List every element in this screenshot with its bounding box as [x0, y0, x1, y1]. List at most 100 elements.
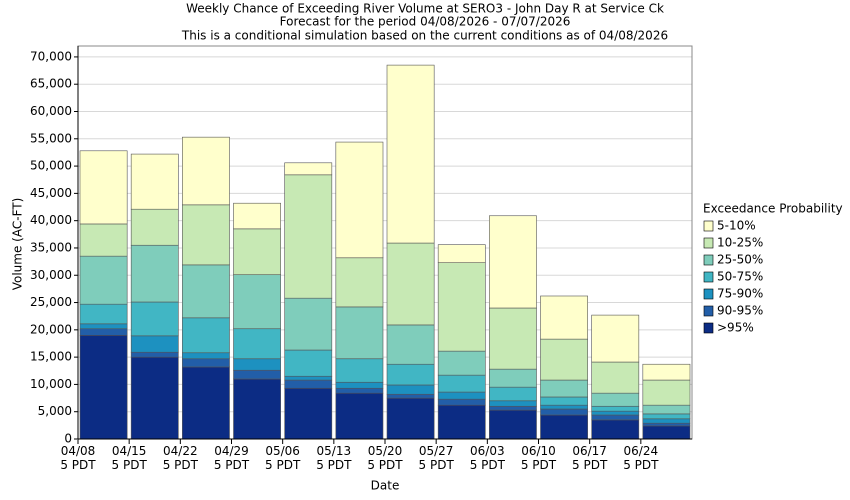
- bar-segment: [540, 396, 588, 406]
- x-tick-label: 05/13 5 PDT: [316, 444, 352, 472]
- bar-segment: [233, 274, 281, 330]
- y-tick-label: 50,000: [30, 159, 72, 173]
- y-tick-label: 35,000: [30, 240, 72, 254]
- legend-label: 5-10%: [717, 219, 756, 233]
- bar-segment: [489, 386, 537, 402]
- bar-segment: [335, 387, 384, 394]
- bar-segment: [591, 314, 640, 363]
- bar-segment: [79, 328, 128, 336]
- bar-segment: [182, 136, 230, 206]
- bar-segment: [233, 328, 281, 360]
- legend-label: 75-90%: [717, 287, 763, 301]
- bar-segment: [642, 425, 691, 440]
- legend-swatch: [703, 271, 714, 283]
- legend-swatch: [703, 220, 714, 232]
- bar-segment: [284, 375, 333, 381]
- bar-segment: [284, 297, 333, 351]
- bar-segment: [130, 356, 179, 440]
- x-tick-label: 04/29 5 PDT: [214, 444, 250, 472]
- bar-segment: [284, 349, 333, 377]
- bar-segment: [182, 352, 230, 360]
- bar-segment: [540, 408, 588, 416]
- bar-segment: [489, 215, 537, 309]
- legend-label: >95%: [717, 321, 754, 335]
- bar-segment: [130, 153, 179, 210]
- bar-segment: [386, 242, 435, 326]
- chart-title: Weekly Chance of Exceeding River Volume …: [186, 2, 664, 16]
- bar-segment: [284, 162, 333, 176]
- bar-segment: [130, 208, 179, 246]
- bar-segment: [591, 392, 640, 407]
- bar-segment: [130, 351, 179, 358]
- bar-segment: [182, 264, 230, 319]
- bar-segment: [540, 404, 588, 410]
- bar-segment: [335, 141, 384, 259]
- bar-segment: [540, 295, 588, 340]
- bar-segment: [489, 368, 537, 388]
- bar-segment: [284, 379, 333, 389]
- bar-segment: [335, 306, 384, 360]
- bar-segment: [540, 379, 588, 398]
- legend-label: 50-75%: [717, 270, 763, 284]
- bar-segment: [591, 410, 640, 416]
- bar-segment: [335, 392, 384, 440]
- bar-segment: [437, 262, 486, 352]
- bar-segment: [437, 350, 486, 376]
- bar-segment: [182, 317, 230, 354]
- y-tick-label: 60,000: [30, 104, 72, 118]
- chart-subtitle: This is a conditional simulation based o…: [181, 29, 668, 43]
- bar-segment: [642, 379, 691, 406]
- bar-segment: [130, 301, 179, 337]
- x-axis-label: Date: [371, 479, 400, 493]
- y-tick-label: 55,000: [30, 131, 72, 145]
- y-tick-label: 40,000: [30, 213, 72, 227]
- x-tick-label: 06/17 5 PDT: [572, 444, 608, 472]
- bar-segment: [233, 358, 281, 371]
- bar-segment: [79, 323, 128, 330]
- bar-segment: [386, 64, 435, 244]
- y-tick-label: 20,000: [30, 322, 72, 336]
- bar-segment: [79, 334, 128, 440]
- bar-segment: [591, 419, 640, 440]
- bar-segment: [79, 150, 128, 225]
- y-tick-label: 10,000: [30, 377, 72, 391]
- bar-segment: [437, 244, 486, 263]
- bar-segment: [437, 391, 486, 400]
- legend-title: Exceedance Probability: [703, 202, 843, 216]
- y-tick-label: 5,000: [38, 404, 72, 418]
- bar-segment: [130, 244, 179, 303]
- legend-swatch: [703, 305, 714, 317]
- bar-segment: [642, 404, 691, 415]
- bar-segment: [642, 363, 691, 381]
- legend-swatch: [703, 254, 714, 266]
- bar-segment: [182, 358, 230, 368]
- bar-segment: [437, 374, 486, 393]
- legend-swatch: [703, 322, 714, 334]
- legend-label: 25-50%: [717, 253, 763, 267]
- bar-segment: [591, 405, 640, 412]
- bar-segment: [284, 387, 333, 440]
- x-tick-label: 04/22 5 PDT: [163, 444, 199, 472]
- y-tick-label: 0: [64, 432, 72, 446]
- y-tick-label: 65,000: [30, 77, 72, 91]
- legend-label: 10-25%: [717, 236, 763, 250]
- bar-segment: [182, 204, 230, 266]
- y-tick-label: 25,000: [30, 295, 72, 309]
- bar-segment: [284, 174, 333, 299]
- legend-swatch: [703, 288, 714, 300]
- bar-segment: [591, 361, 640, 394]
- legend-label: 90-95%: [717, 304, 763, 318]
- bar-segment: [233, 369, 281, 380]
- bar-segment: [489, 405, 537, 411]
- bar-segment: [591, 414, 640, 421]
- bar-segment: [233, 202, 281, 230]
- bar-segment: [182, 366, 230, 440]
- bar-segment: [642, 422, 691, 427]
- bar-segment: [79, 255, 128, 305]
- y-tick-label: 70,000: [30, 49, 72, 63]
- bar-segment: [233, 228, 281, 276]
- bar-segment: [386, 363, 435, 386]
- bar-segment: [540, 338, 588, 381]
- y-tick-label: 30,000: [30, 268, 72, 282]
